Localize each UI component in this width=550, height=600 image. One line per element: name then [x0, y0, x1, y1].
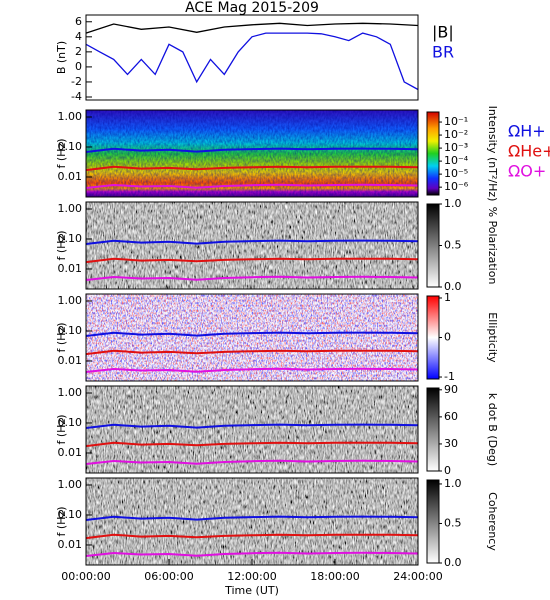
legend-label: ΩO+: [508, 162, 546, 181]
data-line: [85, 551, 419, 557]
plot-frame: [85, 385, 419, 474]
data-line: [85, 331, 419, 337]
y-tick-label: 0.01: [58, 446, 83, 459]
y-tick-label: 0.01: [58, 262, 83, 275]
colorbar-tick-label: 1.0: [444, 477, 462, 490]
data-line: [85, 183, 419, 189]
spectrogram-texture: [86, 110, 418, 197]
colorbar-tick-label: 0: [444, 331, 451, 344]
colorbar-tick-label: 10⁻⁴: [444, 154, 469, 167]
colorbar-label: Coherency: [486, 492, 499, 551]
data-line: [85, 22, 419, 34]
y-tick-label: 1.00: [58, 202, 83, 215]
x-axis-label: Time (UT): [224, 584, 279, 597]
y-axis-label: f (Hz): [55, 507, 68, 537]
y-tick-label: 0.10: [58, 508, 83, 521]
y-tick-label: 1.00: [58, 386, 83, 399]
colorbar-tick-label: 1.0: [444, 197, 462, 210]
colorbar: [426, 203, 440, 288]
y-tick-label: 1.00: [58, 110, 83, 123]
y-tick-label: 0: [75, 60, 82, 73]
y-axis-label: B (nT): [55, 41, 68, 74]
plot-frame: [85, 109, 419, 198]
colorbar-tick-label: 0.0: [444, 280, 462, 293]
data-line: [85, 533, 419, 540]
colorbar-label: Ellipticity: [486, 312, 499, 363]
y-tick-label: 0.10: [58, 232, 83, 245]
y-tick-label: 0.01: [58, 354, 83, 367]
data-line: [85, 257, 419, 264]
colorbar: [426, 295, 440, 380]
legend-label: BR: [432, 43, 454, 62]
y-axis-label: f (Hz): [55, 231, 68, 261]
colorbar-tick-label: 0.5: [444, 516, 462, 529]
x-tick-label: 18:00:00: [310, 570, 359, 583]
y-tick-label: 6: [75, 15, 82, 28]
y-tick-label: 0.01: [58, 538, 83, 551]
colorbar-tick-label: 10⁻⁵: [444, 167, 468, 180]
x-tick-label: 00:00:00: [61, 570, 110, 583]
colorbar-tick-label: 0: [444, 464, 451, 477]
legend-label: ΩH+: [508, 122, 546, 141]
colorbar-label: % Polarization: [486, 207, 499, 285]
colorbar-tick-label: -1: [444, 370, 455, 383]
spectrogram-texture: [86, 202, 418, 289]
legend-label: |B|: [432, 23, 454, 42]
data-line: [85, 515, 419, 521]
colorbar-tick-label: 10⁻³: [444, 141, 468, 154]
y-tick-label: 0.10: [58, 416, 83, 429]
colorbar-tick-label: 90: [444, 383, 458, 396]
data-line: [85, 275, 419, 281]
y-tick-label: 2: [75, 45, 82, 58]
x-tick-label: 24:00:00: [393, 570, 442, 583]
plot-frame: [85, 14, 419, 101]
y-tick-label: 1.00: [58, 478, 83, 491]
y-tick-label: 0.10: [58, 140, 83, 153]
x-tick-label: 12:00:00: [227, 570, 276, 583]
colorbar-tick-label: 30: [444, 437, 458, 450]
chart-title: ACE Mag 2015-209: [185, 0, 319, 16]
colorbar: [426, 387, 440, 472]
plot-frame: [85, 293, 419, 382]
colorbar-tick-label: 0.5: [444, 239, 462, 252]
colorbar-tick-label: 60: [444, 410, 458, 423]
y-axis-label: f (Hz): [55, 323, 68, 353]
y-tick-label: 0.01: [58, 170, 83, 183]
y-axis-label: f (Hz): [55, 415, 68, 445]
colorbar: [426, 479, 440, 564]
data-line: [85, 32, 419, 91]
data-line: [85, 459, 419, 465]
y-tick-label: -4: [71, 90, 82, 103]
colorbar: [426, 111, 440, 196]
y-tick-label: -2: [71, 75, 82, 88]
x-tick-label: 06:00:00: [144, 570, 193, 583]
y-tick-label: 4: [75, 30, 82, 43]
y-tick-label: 1.00: [58, 294, 83, 307]
data-line: [85, 349, 419, 356]
plot-frame: [85, 201, 419, 290]
data-line: [85, 165, 419, 172]
data-line: [85, 423, 419, 429]
data-line: [85, 147, 419, 153]
data-line: [85, 239, 419, 245]
data-line: [85, 441, 419, 448]
colorbar-tick-label: 10⁻¹: [444, 115, 468, 128]
spectrogram-texture: [86, 478, 418, 565]
spectrogram-texture: [86, 386, 418, 473]
colorbar-label: Intensity (nT²/Hz): [486, 106, 499, 202]
colorbar-tick-label: 10⁻²: [444, 128, 468, 141]
y-tick-label: 0.10: [58, 324, 83, 337]
y-axis-label: f (Hz): [55, 139, 68, 169]
spectrogram-texture: [86, 294, 418, 381]
legend-label: ΩHe+: [508, 142, 550, 161]
colorbar-tick-label: 0.0: [444, 556, 462, 569]
colorbar-tick-label: 1: [444, 291, 451, 304]
data-line: [85, 367, 419, 373]
colorbar-tick-label: 10⁻⁶: [444, 180, 469, 193]
colorbar-label: k dot B (Deg): [486, 393, 499, 466]
